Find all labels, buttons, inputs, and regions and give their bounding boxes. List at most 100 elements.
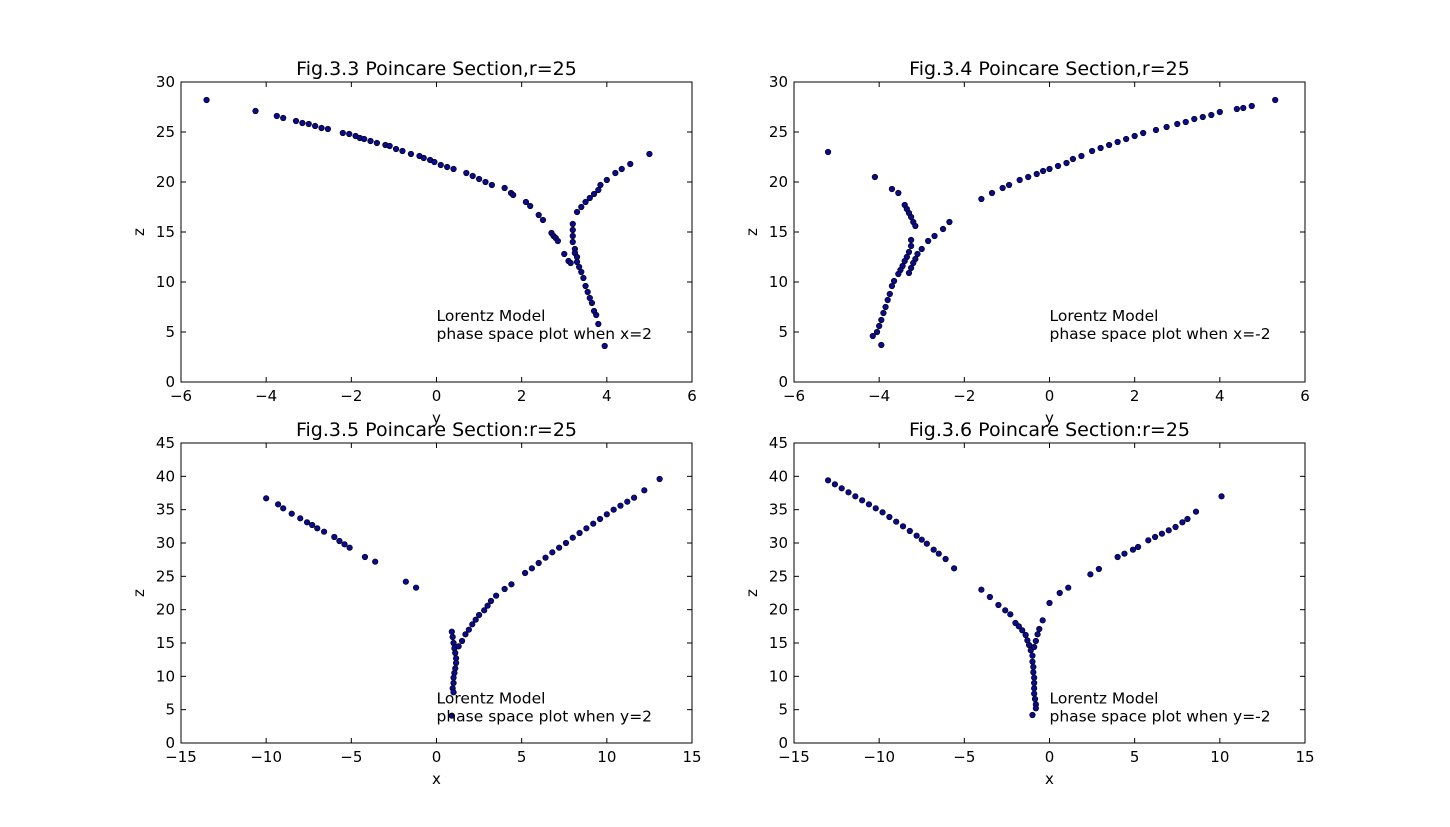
- panel-4-xtick-label: 5: [1130, 748, 1140, 766]
- panel-3-ytick-label: 40: [156, 467, 175, 485]
- panel-2-xtick-label: 0: [1045, 387, 1055, 405]
- panel-1-xtick-label: −6: [170, 387, 192, 405]
- panel-2-ytick-label: 15: [769, 223, 788, 241]
- panel-3-scatter-point: [624, 498, 631, 505]
- panel-1-scatter-point: [593, 311, 600, 319]
- panel-2-scatter-point: [888, 185, 896, 193]
- panel-2-scatter-point: [1216, 108, 1223, 116]
- panel-3-scatter-point: [475, 611, 483, 619]
- panel-3-ylabel: z: [130, 589, 148, 597]
- panel-4-scatter-point: [899, 523, 907, 530]
- panel-4-scatter-point: [930, 546, 937, 553]
- panel-1-scatter-point: [569, 220, 576, 228]
- panel-3-scatter-point: [487, 597, 495, 605]
- panel-1-scatter-point: [431, 158, 438, 166]
- panel-1-scatter-point: [501, 184, 508, 192]
- panel-4-scatter-point: [893, 518, 900, 525]
- panel-4-ytick-label: 30: [769, 534, 788, 552]
- panel-4-scatter-point: [1218, 493, 1225, 500]
- panel-3-scatter-point: [263, 495, 270, 502]
- panel-2-scatter-point: [1106, 141, 1113, 149]
- panel-2-scatter-point: [1233, 105, 1240, 113]
- panel-1-scatter-point: [561, 250, 568, 258]
- panel-3-scatter-point: [576, 529, 583, 537]
- panel-1-xtick-label: 4: [602, 387, 612, 405]
- panel-1-scatter-point: [482, 178, 489, 186]
- panel-1-ytick-label: 15: [156, 223, 175, 241]
- panel-3-scatter-point: [361, 553, 369, 561]
- panel-2-ytick-label: 5: [778, 323, 788, 341]
- panel-1-scatter-point: [646, 150, 653, 158]
- panel-4-ytick-label: 10: [769, 667, 788, 685]
- panel-1-scatter-point: [450, 165, 457, 173]
- panel-2-scatter-point: [873, 328, 881, 336]
- panel-1-scatter-point: [573, 208, 581, 216]
- panel-1-scatter-point: [367, 137, 374, 145]
- panel-1-scatter-point: [595, 320, 602, 328]
- panel-3-scatter-point: [450, 689, 457, 696]
- panel-1-scatter-point: [554, 237, 561, 245]
- panel-4-scatter-point: [1172, 523, 1179, 531]
- panel-2-scatter-point: [1046, 165, 1053, 173]
- panel-2-scatter-point: [1114, 138, 1121, 146]
- panel-3-scatter-point: [402, 578, 409, 585]
- panel-1-scatter-point: [469, 172, 476, 180]
- panel-4-scatter-point: [1031, 690, 1038, 697]
- panel-1-scatter-point: [510, 191, 517, 199]
- panel-1-scatter-point: [569, 238, 576, 246]
- panel-1-scatter-point: [463, 169, 470, 177]
- panel-4-scatter-point: [913, 532, 920, 539]
- panel-4-scatter-point: [951, 565, 958, 572]
- panel-3-scatter-point: [535, 559, 542, 567]
- panel-3-scatter-point: [469, 621, 476, 628]
- panel-3-scatter-point: [309, 521, 316, 529]
- panel-3-xlabel: x: [432, 770, 441, 788]
- panel-2-scatter-point: [939, 225, 947, 233]
- panel-1-scatter-point: [567, 259, 574, 267]
- panel-3-scatter-point: [280, 505, 287, 512]
- panel-3-xtick-label: 15: [682, 748, 701, 766]
- panel-3-scatter-point: [630, 494, 638, 501]
- panel-1-scatter-point: [373, 139, 380, 147]
- panel-3-xtick-label: −5: [340, 748, 362, 766]
- panel-2-scatter-point: [1140, 129, 1147, 137]
- panel-2-scatter-point: [824, 148, 832, 156]
- panel-1-scatter-point: [420, 154, 427, 162]
- panel-3-scatter-point: [314, 525, 321, 532]
- panel-1-scatter-point: [386, 142, 393, 150]
- panel-3-scatter-point: [641, 487, 648, 494]
- panel-2-scatter-point: [912, 222, 919, 230]
- panel-2-scatter-point: [1033, 170, 1040, 178]
- panel-4-ytick-label: 0: [778, 734, 788, 752]
- panel-2-scatter-point: [1174, 120, 1181, 128]
- panel-4-scatter-point: [935, 550, 942, 557]
- panel-3-scatter-point: [508, 581, 515, 588]
- panel-2-scatter-point: [925, 237, 932, 245]
- panel-2-ytick-label: 10: [769, 273, 788, 291]
- panel-3-scatter-point: [556, 544, 563, 551]
- panel-4-scatter-point: [1031, 674, 1038, 681]
- panel-4-scatter-point: [1036, 625, 1043, 633]
- panel-4-xtick-label: −15: [778, 748, 810, 766]
- panel-4-title: Fig.3.6 Poincare Section:r=25: [909, 419, 1190, 441]
- panel-2-annotation-line: phase space plot when x=-2: [1050, 325, 1271, 343]
- panel-4-ylabel: z: [743, 589, 761, 597]
- panel-3-scatter-point: [656, 475, 663, 483]
- panel-3-ytick-label: 5: [165, 701, 175, 719]
- panel-3-scatter-point: [450, 679, 457, 687]
- panel-3-scatter-point: [346, 544, 353, 551]
- panel-1-scatter-point: [569, 232, 576, 240]
- panel-3-annotation-line: phase space plot when y=2: [437, 708, 653, 726]
- panel-2-scatter-point: [1131, 132, 1138, 140]
- panel-1-scatter-point: [569, 226, 576, 234]
- panel-4: −15 −10 −5 0 5 10 15 0 5 10 15 20 25 30 35 40 45 Fig.3.6 …: [743, 419, 1315, 788]
- panel-2-scatter-point: [1199, 113, 1206, 121]
- panel-1-scatter-point: [305, 120, 312, 128]
- panel-1-scatter-point: [590, 190, 598, 198]
- panel-2-ytick-label: 30: [769, 73, 788, 91]
- panel-3-ytick-label: 15: [156, 634, 175, 652]
- panel-3-scatter-point: [297, 515, 304, 522]
- panel-2-scatter-point: [1088, 147, 1096, 155]
